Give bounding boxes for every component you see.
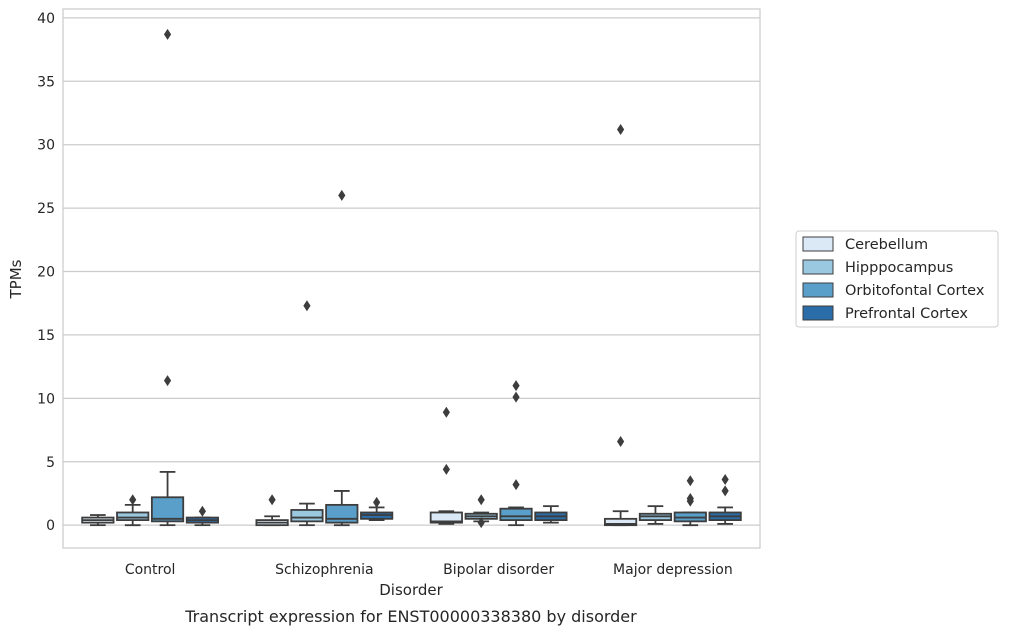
- box-body: [290, 509, 324, 523]
- outlier-point: [686, 493, 694, 505]
- box-prefrontal-cortex: [708, 506, 742, 525]
- outlier-point: [686, 475, 694, 487]
- box-prefrontal-cortex: [534, 505, 568, 524]
- legend-label: Prefrontal Cortex: [845, 306, 968, 322]
- legend-items: Cerebellum Hipppocampus Orbitofontal Corte…: [802, 236, 985, 322]
- y-tick-labels: 0 5 10 15 20 25 30 35 40: [37, 11, 55, 534]
- outlier-point: [198, 505, 206, 517]
- box-cerebellum: [255, 515, 289, 527]
- legend-swatch: [802, 236, 834, 252]
- outlier-point: [512, 479, 520, 491]
- y-tick-label: 40: [37, 11, 55, 27]
- y-tick-label: 5: [46, 455, 55, 471]
- box-prefrontal-cortex: [185, 516, 219, 527]
- figure-caption: Transcript expression for ENST0000033838…: [184, 607, 637, 626]
- box-body: [604, 517, 638, 527]
- legend-frame: [795, 230, 999, 328]
- outlier-point: [721, 474, 729, 486]
- legend: Cerebellum Hipppocampus Orbitofontal Corte…: [795, 230, 999, 328]
- outlier-point: [442, 463, 450, 475]
- outlier-point: [617, 435, 625, 447]
- box-hipppocampus: [638, 505, 673, 525]
- outlier-point: [129, 494, 137, 506]
- box-body: [429, 511, 463, 524]
- y-tick-label: 15: [37, 328, 55, 344]
- y-tick-label: 0: [46, 518, 55, 534]
- box-body: [116, 511, 150, 521]
- outlier-point: [303, 300, 311, 312]
- outlier-point: [163, 375, 172, 387]
- legend-swatch: [802, 259, 834, 275]
- box-orbitofontal-cortex: [150, 471, 185, 527]
- outlier-point: [512, 380, 520, 392]
- outlier-point: [477, 517, 485, 529]
- y-tick-label: 20: [37, 265, 55, 281]
- box-body: [499, 507, 533, 521]
- outlier-points: [129, 28, 729, 529]
- y-tick-label: 10: [37, 391, 55, 407]
- legend-label: Cerebellum: [845, 237, 928, 253]
- y-axis-title: TPMs: [7, 259, 25, 299]
- boxes: [81, 471, 742, 527]
- outlier-point: [721, 485, 729, 497]
- outlier-point: [163, 28, 172, 40]
- x-tick-labels: Control Schizophrenia Bipolar disorder Majo…: [125, 562, 733, 578]
- legend-label: Orbitofontal Cortex: [845, 283, 985, 299]
- box-hipppocampus: [290, 502, 324, 527]
- y-tick-label: 30: [37, 138, 55, 154]
- y-tick-label: 25: [37, 201, 55, 217]
- box-hipppocampus: [116, 503, 150, 527]
- outlier-point: [268, 494, 276, 506]
- legend-swatch: [802, 305, 834, 321]
- y-gridlines: [63, 17, 760, 526]
- outlier-point: [617, 123, 625, 135]
- box-body: [325, 503, 359, 524]
- outlier-point: [373, 496, 381, 508]
- plot-frame: [62, 8, 761, 549]
- outlier-point: [338, 189, 346, 201]
- plot-area: [63, 9, 760, 548]
- box-body: [150, 496, 185, 523]
- x-axis-title: Disorder: [379, 581, 443, 599]
- outlier-point: [512, 391, 520, 403]
- x-tick-label: Schizophrenia: [275, 562, 373, 578]
- x-tick-label: Control: [125, 562, 176, 578]
- box-cerebellum: [429, 510, 463, 525]
- legend-label: Hipppocampus: [845, 260, 953, 276]
- outlier-point: [477, 494, 485, 506]
- outlier-point: [442, 406, 450, 418]
- box-cerebellum: [81, 514, 115, 527]
- x-tick-label: Major depression: [613, 562, 733, 578]
- legend-swatch: [802, 282, 834, 298]
- x-tick-label: Bipolar disorder: [443, 562, 554, 578]
- box-orbitofontal-cortex: [499, 506, 533, 527]
- y-tick-label: 35: [37, 74, 55, 90]
- box-orbitofontal-cortex: [673, 511, 707, 527]
- box-cerebellum: [604, 510, 638, 527]
- box-orbitofontal-cortex: [325, 490, 359, 527]
